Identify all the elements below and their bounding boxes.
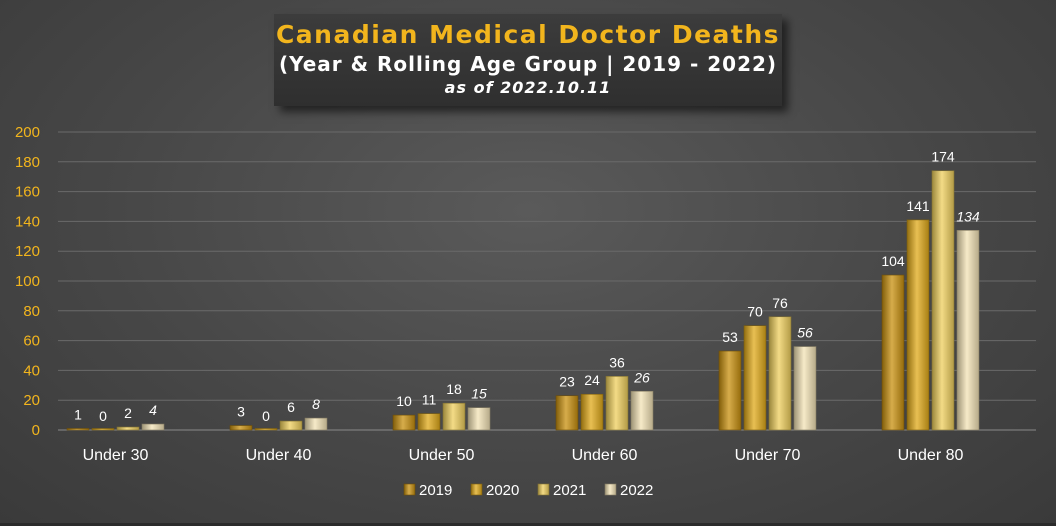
bar-2021-under-40 [279,420,303,431]
bar-2020-under-60 [580,393,604,431]
bar-2019-under-70 [718,350,742,431]
bar-2020-under-50 [417,413,441,431]
data-label: 104 [881,253,905,269]
x-tick-label: Under 80 [898,447,964,464]
data-label: 141 [906,198,930,214]
y-tick-label: 140 [15,213,40,230]
y-tick-label: 120 [15,243,40,260]
x-tick-label: Under 60 [572,447,638,464]
bar-2019-under-60 [555,395,579,431]
bar-2022-under-60 [630,390,654,431]
legend-label-2020: 2020 [486,482,519,499]
bar-2022-under-40 [304,417,328,431]
data-label: 36 [609,354,625,370]
legend-swatch-2022 [604,483,617,496]
x-tick-label: Under 70 [735,447,801,464]
y-tick-label: 100 [15,273,40,290]
bar-2021-under-80 [931,170,955,431]
bar-2021-under-70 [768,316,792,431]
data-label: 0 [99,408,107,424]
data-label: 53 [722,329,738,345]
data-label: 23 [559,374,575,390]
y-tick-label: 80 [23,303,40,320]
y-tick-label: 20 [23,392,40,409]
data-label: 0 [262,408,270,424]
x-axis: Under 30 Under 40 Under 50 Under 60 Under 70… [83,447,964,464]
bar-2021-under-60 [605,376,629,431]
legend-swatch-2020 [470,483,483,496]
bar-2021-under-30 [116,426,140,431]
data-label: 26 [633,369,650,385]
gridlines [58,131,1036,431]
legend-label-2019: 2019 [419,482,452,499]
bar-2022-under-30 [141,423,165,431]
data-label: 1 [74,407,82,423]
bar-2019-under-30 [66,428,90,431]
chart-note: as of 2022.10.11 [444,78,612,97]
bar-2019-under-40 [229,425,253,431]
bar-2022-under-70 [793,346,817,431]
bar-2020-under-70 [743,325,767,431]
data-label: 76 [772,295,788,311]
data-label: 10 [396,393,412,409]
data-label: 134 [956,208,980,224]
legend: 2019 2020 2021 2022 [403,482,653,499]
x-tick-label: Under 30 [83,447,149,464]
legend-swatch-2019 [403,483,416,496]
y-tick-label: 40 [23,362,40,379]
legend-label-2021: 2021 [553,482,586,499]
data-label: 24 [584,372,600,388]
bars [66,170,980,431]
data-label: 18 [446,381,462,397]
bar-2021-under-50 [442,402,466,431]
chart-title: Canadian Medical Doctor Deaths [275,20,781,49]
y-axis: 0 20 40 60 80 100 120 140 160 180 200 [15,124,40,439]
y-tick-label: 0 [32,422,40,439]
legend-label-2022: 2022 [620,482,653,499]
data-label: 2 [124,405,132,421]
bar-2022-under-50 [467,407,491,431]
chart-subtitle: (Year & Rolling Age Group | 2019 - 2022) [278,52,778,76]
data-label: 15 [471,386,487,402]
data-label: 4 [149,402,157,418]
bar-2022-under-80 [956,230,980,431]
bar-2019-under-50 [392,414,416,431]
y-tick-label: 60 [23,333,40,350]
data-label: 3 [237,404,245,420]
legend-swatch-2021 [537,483,550,496]
y-tick-label: 160 [15,184,40,201]
data-label: 11 [422,392,437,408]
data-label: 6 [287,399,295,415]
data-label: 56 [797,325,813,341]
data-label: 70 [747,304,763,320]
data-label: 174 [931,149,955,165]
bar-2020-under-40 [254,428,278,431]
bar-2020-under-80 [906,219,930,431]
bar-2019-under-80 [881,274,905,431]
x-tick-label: Under 50 [409,447,475,464]
x-tick-label: Under 40 [246,447,312,464]
title-box: Canadian Medical Doctor Deaths (Year & R… [274,14,782,106]
y-tick-label: 200 [15,124,40,141]
y-tick-label: 180 [15,154,40,171]
data-label: 8 [312,396,320,412]
bar-2020-under-30 [91,428,115,431]
